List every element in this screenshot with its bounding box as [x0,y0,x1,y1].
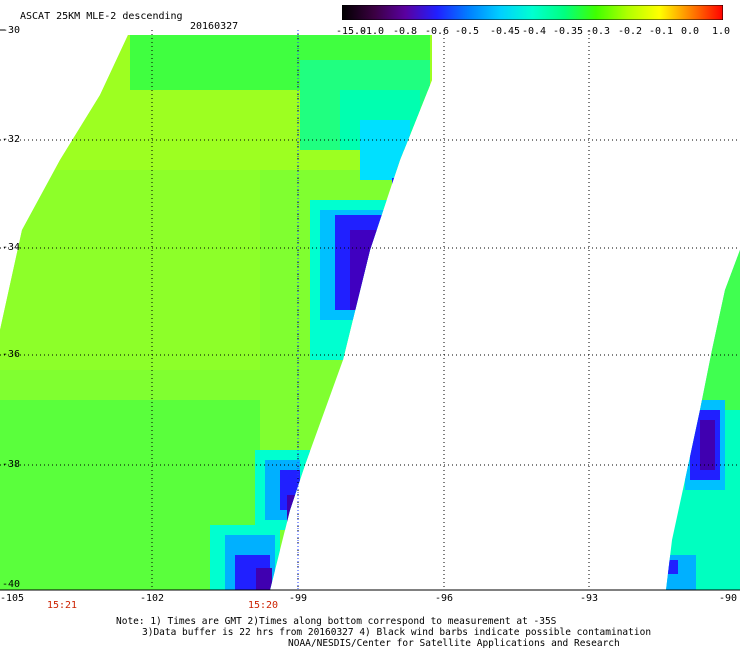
colorbar-label: -1.0 [359,26,385,37]
lon-label-90: -90 [718,593,738,604]
lon-label-99: -99 [288,593,308,604]
lat-label-40: -40 [2,579,21,590]
colorbar-label: -15.0 [335,26,367,37]
note-line-3: NOAA/NESDIS/Center for Satellite Applica… [288,638,620,649]
frame-ticks [0,29,740,591]
colorbar-gradient [342,5,723,20]
note-line-1: Note: 1) Times are GMT 2)Times along bot… [116,616,557,627]
lat-label-36: -36 [2,349,21,360]
colorbar-label: -0.4 [521,26,547,37]
swath-right [666,250,740,590]
colorbar-label: -0.35 [552,26,584,37]
product-date: 20160327 [190,21,239,32]
lat-label-34: -34 [2,242,21,253]
lon-label-105: -105 [0,593,25,604]
product-title: ASCAT 25KM MLE-2 descending [20,11,183,22]
lat-label-30: -30 [2,25,21,36]
lon-label-102: -102 [139,593,165,604]
time-label-1521: 15:21 [46,600,78,611]
colorbar-label: 0.0 [680,26,700,37]
colorbar-label: 1.0 [711,26,731,37]
lat-label-32: -32 [2,134,21,145]
colorbar-label: -0.6 [424,26,450,37]
colorbar-label: -0.5 [454,26,480,37]
colorbar-label: -0.45 [489,26,521,37]
colorbar-label: -0.1 [648,26,674,37]
colorbar-label: -0.8 [392,26,418,37]
lon-label-93: -93 [579,593,599,604]
lat-label-38: -38 [2,459,21,470]
time-label-1520: 15:20 [247,600,279,611]
colorbar [342,5,723,20]
colorbar-label: -0.3 [585,26,611,37]
colorbar-label: -0.2 [617,26,643,37]
note-line-2: 3)Data buffer is 22 hrs from 20160327 4)… [142,627,652,638]
swath-left [0,35,432,590]
lon-label-96: -96 [434,593,454,604]
